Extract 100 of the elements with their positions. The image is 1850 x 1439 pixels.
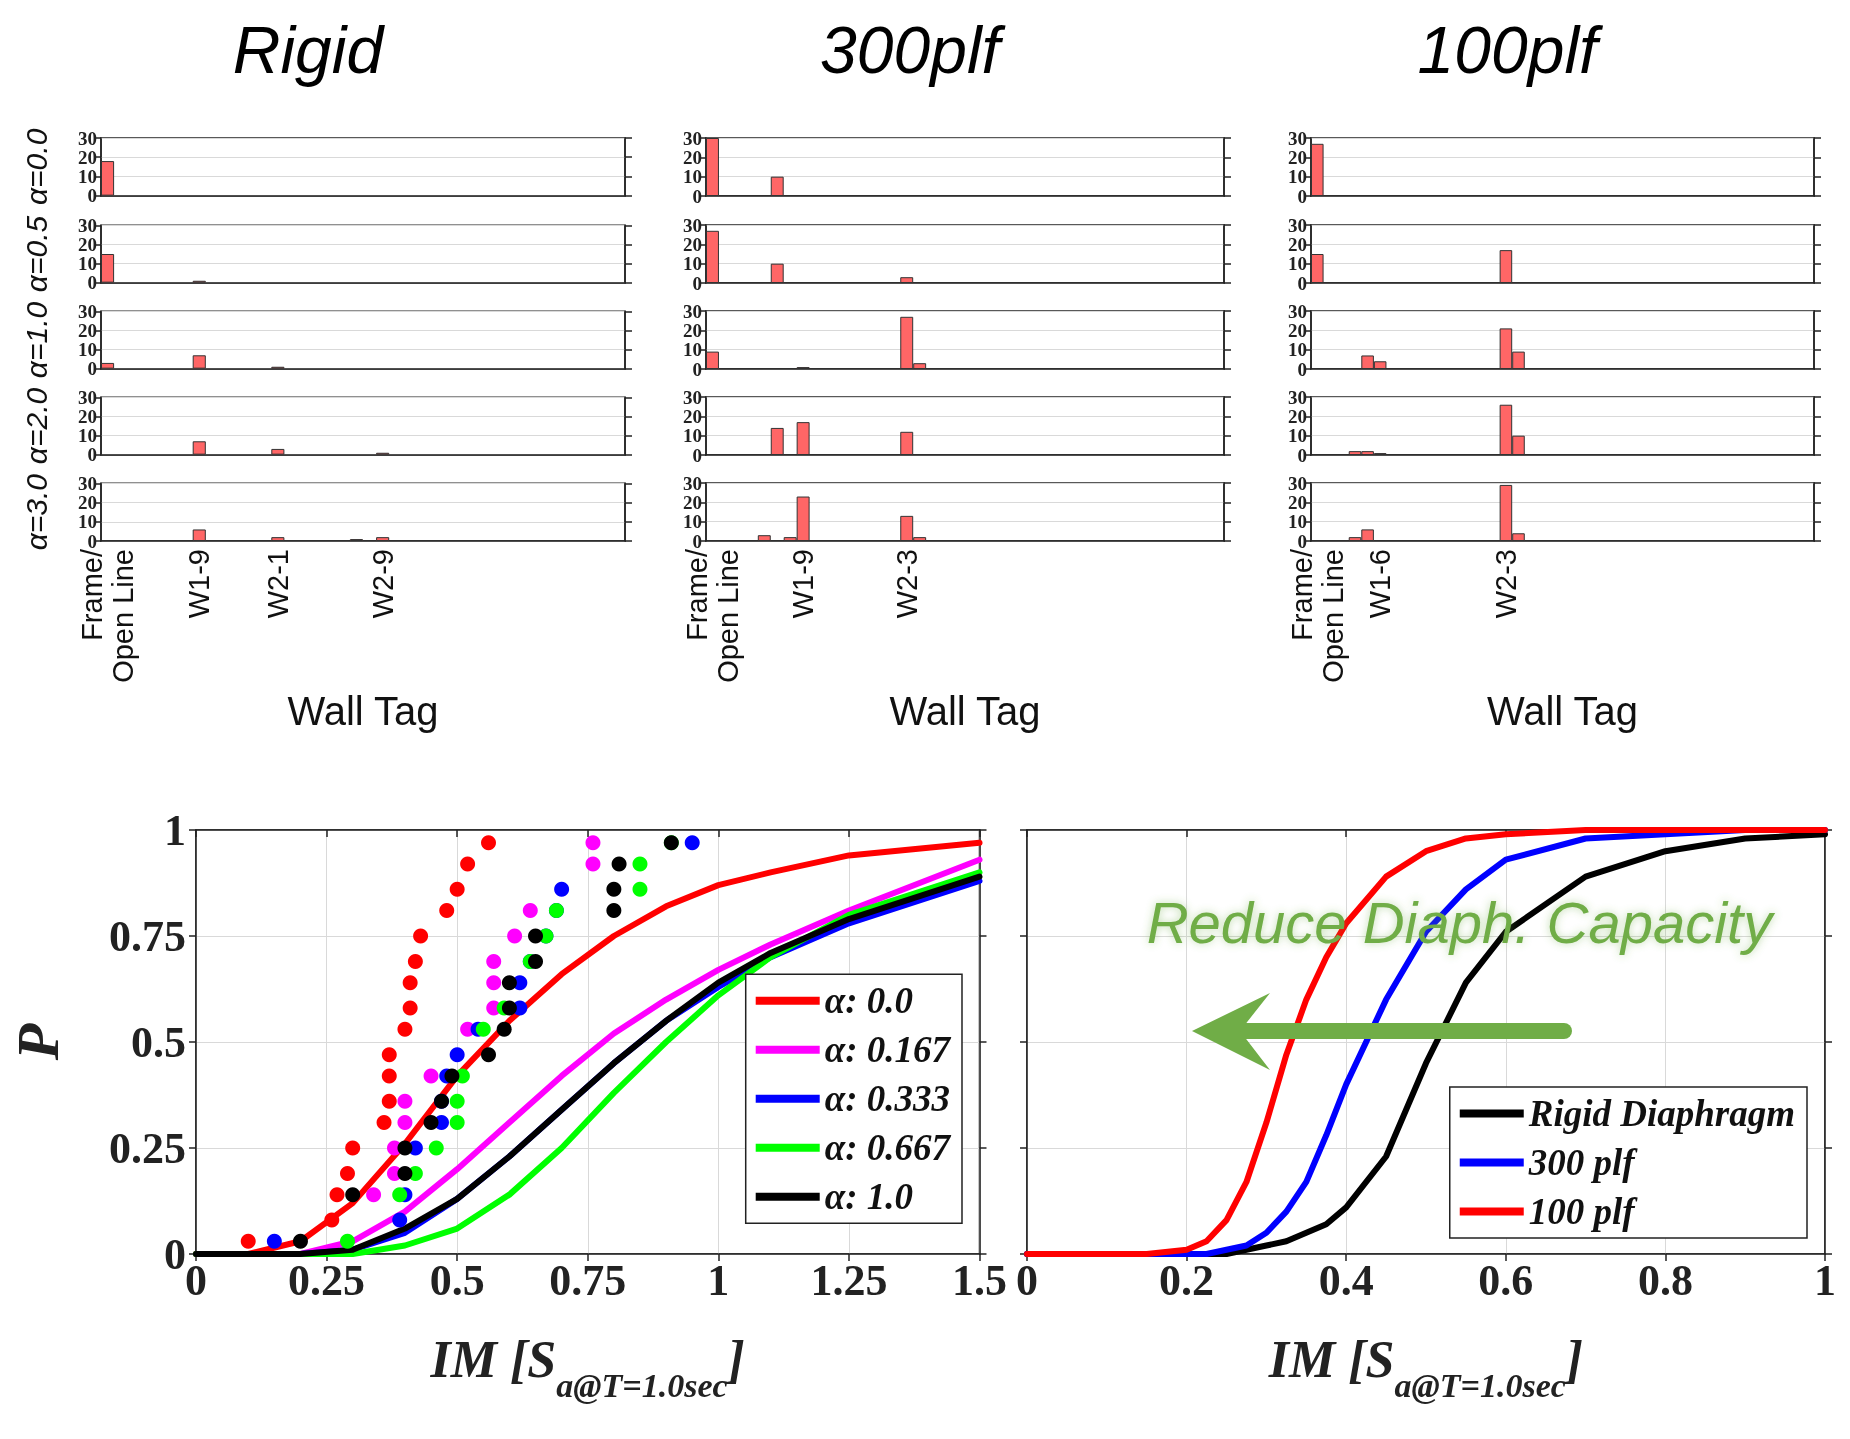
point [397,1093,413,1109]
point [402,975,418,991]
bar [757,535,771,541]
point [292,1233,308,1249]
point [366,1187,382,1203]
point [501,1000,517,1016]
y-tick-label: 0 [87,444,97,466]
y-tick-label: 30 [78,300,97,322]
point [449,881,465,897]
y-axis-title: α=2.0 [19,387,53,465]
y-tick-label: 20 [78,233,97,255]
point [486,975,502,991]
y-tick-label: 10 [1288,511,1307,533]
y-tick-label: 30 [1288,386,1307,408]
point [439,903,455,919]
point [449,1115,465,1131]
y-tick-label: 20 [1288,491,1307,513]
y-tick-label: 10 [1288,253,1307,275]
y-tick-label: 20 [1288,146,1307,168]
y-tick-label: 30 [683,300,702,322]
x-tick-label: 0.4 [1318,1256,1374,1306]
bar [706,230,719,283]
point [345,1187,361,1203]
x-tick-label: 1.5 [952,1256,1007,1306]
point [339,1165,355,1181]
x-tick-label: W2-9 [366,549,399,619]
point [345,1140,361,1156]
point [449,1093,465,1109]
x-tick-label: W2-3 [1489,549,1522,619]
legend-label: α: 0.167 [824,1029,952,1071]
point [522,903,538,919]
point [528,928,544,944]
y-tick-label: 10 [78,511,97,533]
bar [376,537,390,541]
y-tick-label: 20 [78,146,97,168]
point [339,1233,355,1249]
x-axis-title: Wall Tag [287,689,439,733]
point [486,953,502,969]
point [611,856,627,872]
y-tick-label: 0 [87,185,97,207]
y-tick-label: 0 [692,358,702,380]
point [392,1212,408,1228]
x-tick-label: W1-9 [787,549,820,619]
y-tick-label: 0 [692,272,702,294]
point [507,928,523,944]
point [632,856,648,872]
bar [900,431,914,455]
point [324,1212,340,1228]
y-tick-label: 0 [1297,272,1307,294]
y-tick-label: 0 [1297,444,1307,466]
point [606,881,622,897]
y-tick-label: 10 [78,425,97,447]
y-tick-label: 20 [78,492,97,514]
y-tick-label: 30 [683,472,702,494]
point [554,881,570,897]
point [407,953,423,969]
legend-label: Rigid Diaphragm [1527,1093,1796,1134]
x-tick-label: W2-3 [890,549,923,619]
bar [192,441,206,455]
x-tick-label: W2-1 [261,549,294,619]
point [528,953,544,969]
x-tick-label: 0.5 [429,1256,485,1306]
point [585,835,601,851]
x-tick-label: W1-6 [1364,549,1397,619]
legend-label: 100 plf [1528,1191,1639,1232]
point [329,1187,345,1203]
point [481,1047,497,1063]
y-tick-label: 30 [1288,127,1307,149]
point [381,1068,397,1084]
legend-label: α: 0.0 [824,980,914,1022]
x-tick-label: 1 [1814,1256,1836,1306]
bar [770,263,784,283]
point [397,1140,413,1156]
bar [192,529,206,541]
x-tick-label: W1-9 [183,549,216,619]
chart-title: 100plf [1417,13,1605,87]
y-tick-label: 0 [87,272,97,294]
y-tick-label: 30 [1288,300,1307,322]
y-tick-label: 20 [1288,319,1307,341]
y-tick-label: 0.5 [131,1017,186,1067]
y-tick-label: 20 [683,405,702,427]
y-tick-label: 30 [1288,214,1307,236]
y-tick-label: 10 [78,165,97,187]
x-axis-title: Wall Tag [889,689,1041,733]
point [423,1068,439,1084]
chart-title: Rigid [232,13,386,87]
chart-title: 300plf [820,13,1007,87]
point [632,881,648,897]
bar [900,277,914,283]
y-tick-label: 20 [683,233,702,255]
y-tick-label: 10 [683,511,702,533]
point [397,1165,413,1181]
point [397,1115,413,1131]
bar [271,448,285,455]
y-tick-label: 20 [78,319,97,341]
point [240,1233,256,1249]
y-tick-label: 20 [78,405,97,427]
y-axis-title: P [5,1022,71,1062]
point [475,1021,491,1037]
bar [271,537,285,541]
